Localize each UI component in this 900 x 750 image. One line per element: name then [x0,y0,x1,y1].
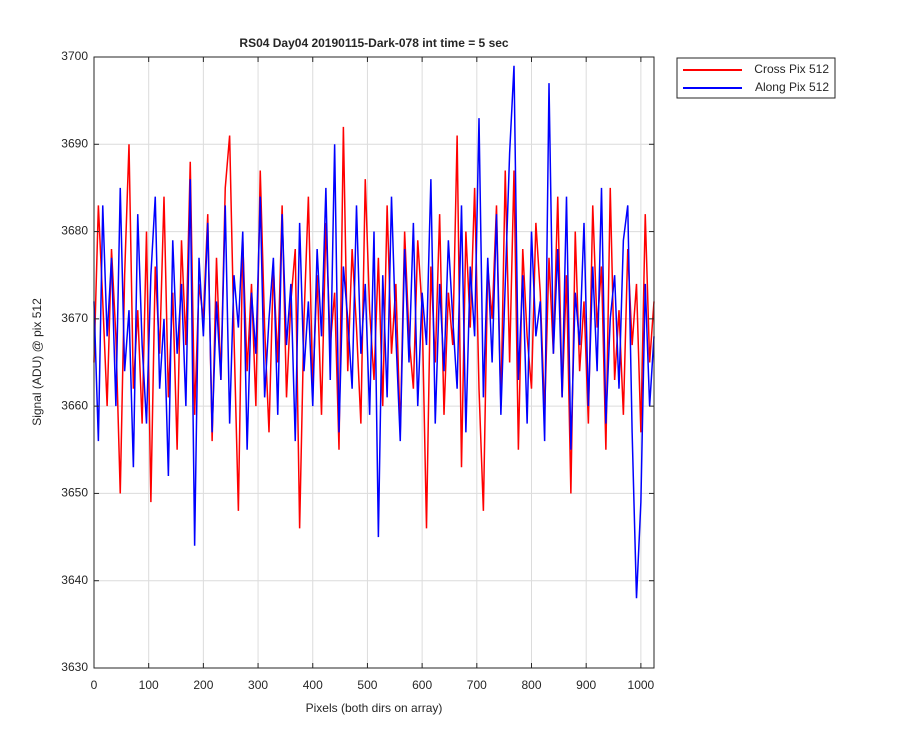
x-tick-label: 200 [193,678,213,692]
x-tick-label: 1000 [628,678,655,692]
ticks: 0 100 200 300 400 500 600 700 800 900 1000 3630 3640… [61,49,654,692]
y-axis-label: Signal (ADU) @ pix 512 [30,298,44,426]
x-axis-label: Pixels (both dirs on array) [306,701,443,715]
x-tick-label: 600 [412,678,432,692]
x-tick-label: 400 [303,678,323,692]
lines [93,65,655,599]
x-tick-label: 300 [248,678,268,692]
chart-title: RS04 Day04 20190115-Dark-078 int time = … [239,36,509,50]
legend-label: Along Pix 512 [755,80,829,94]
legend [676,57,836,99]
y-tick-label: 3660 [61,398,88,412]
series-line [93,65,655,599]
y-tick-label: 3650 [61,486,88,500]
y-tick-label: 3670 [61,311,88,325]
x-tick-label: 900 [576,678,596,692]
axes-box [93,56,655,669]
y-tick-label: 3640 [61,573,88,587]
y-tick-label: 3700 [61,49,88,63]
legend-label: Cross Pix 512 [754,62,829,76]
x-tick-label: 700 [467,678,487,692]
x-tick-label: 0 [91,678,98,692]
x-tick-label: 100 [139,678,159,692]
x-tick-label: 800 [521,678,541,692]
y-tick-label: 3680 [61,224,88,238]
y-tick-label: 3690 [61,136,88,150]
y-tick-label: 3630 [61,660,88,674]
legend-entries: Cross Pix 512 Along Pix 512 [683,62,829,94]
x-tick-label: 500 [357,678,377,692]
